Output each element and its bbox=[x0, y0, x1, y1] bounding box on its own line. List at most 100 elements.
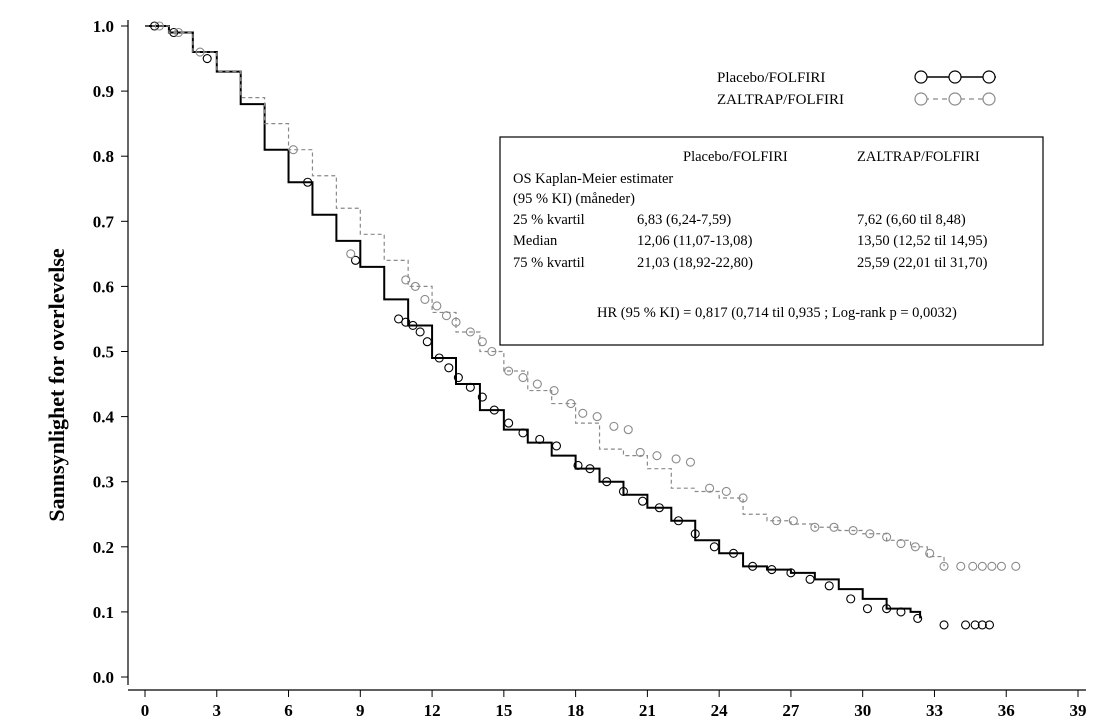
censor-marker bbox=[585, 464, 595, 474]
censor-marker bbox=[956, 561, 966, 571]
censor-marker bbox=[987, 561, 997, 571]
censor-marker bbox=[420, 294, 430, 304]
censor-marker bbox=[173, 27, 184, 38]
y-axis-ticks: 0.0 0.1 0.2 0.3 0.4 0.5 0.6 0.7 0.8 0.9 1.0 bbox=[93, 17, 128, 687]
censor-marker bbox=[896, 538, 906, 549]
censor-marker bbox=[422, 337, 432, 347]
censor-marker bbox=[738, 493, 748, 503]
x-tick-label: 36 bbox=[998, 701, 1015, 720]
censor-marker bbox=[824, 581, 834, 591]
censor-marker bbox=[882, 604, 892, 614]
censor-marker bbox=[1011, 561, 1021, 571]
x-tick-label: 33 bbox=[926, 701, 943, 720]
legend-label-placebo: Placebo/FOLFIRI bbox=[717, 70, 825, 86]
censor-marker bbox=[721, 486, 731, 497]
censor-marker bbox=[977, 620, 987, 630]
censor-marker bbox=[346, 249, 356, 259]
x-tick-label: 3 bbox=[213, 701, 222, 720]
box-row-label-q25: 25 % kvartil bbox=[513, 212, 585, 228]
censor-marker bbox=[566, 399, 576, 409]
censor-marker bbox=[882, 532, 892, 542]
censor-marker bbox=[638, 496, 648, 506]
box-col-header-placebo: Placebo/FOLFIRI bbox=[683, 149, 788, 165]
legend-marker bbox=[982, 70, 996, 84]
axes bbox=[127, 20, 1086, 691]
x-tick-label: 0 bbox=[141, 701, 150, 720]
censor-marker bbox=[415, 327, 425, 337]
censor-marker bbox=[410, 281, 420, 291]
censor-marker bbox=[865, 529, 875, 539]
censor-marker bbox=[805, 574, 815, 584]
censor-marker bbox=[913, 613, 923, 623]
box-hazard-ratio: HR (95 % KI) = 0,817 (0,714 til 0,935 ; … bbox=[597, 305, 957, 321]
censor-marker bbox=[786, 568, 796, 578]
censor-marker bbox=[925, 548, 935, 558]
x-tick-label: 9 bbox=[356, 701, 365, 720]
y-tick-label: 0.6 bbox=[93, 277, 114, 296]
censor-marker bbox=[970, 620, 980, 630]
censor-marker bbox=[195, 47, 205, 57]
box-title-line1: OS Kaplan-Meier estimater bbox=[513, 171, 673, 187]
x-tick-label: 12 bbox=[424, 701, 441, 720]
censor-marker bbox=[961, 620, 971, 630]
y-tick-label: 1.0 bbox=[93, 17, 114, 36]
censor-marker bbox=[984, 620, 995, 630]
legend-marker bbox=[982, 92, 996, 106]
x-axis-ticks: 0 3 6 9 12 15 18 21 24 27 30 33 36 39 bbox=[141, 690, 1087, 720]
censor-marker bbox=[623, 425, 633, 435]
censor-marker bbox=[848, 525, 858, 536]
censor-marker bbox=[487, 346, 497, 357]
box-col-header-zaltrap: ZALTRAP/FOLFIRI bbox=[857, 149, 980, 165]
y-tick-label: 0.7 bbox=[93, 212, 115, 231]
x-tick-label: 18 bbox=[567, 701, 584, 720]
legend-marker bbox=[914, 92, 928, 106]
annotation-box: Placebo/FOLFIRI ZALTRAP/FOLFIRI OS Kapla… bbox=[499, 136, 1044, 346]
censor-marker bbox=[862, 604, 873, 614]
censor-marker bbox=[504, 418, 514, 428]
x-tick-label: 27 bbox=[782, 701, 800, 720]
censor-marker bbox=[968, 561, 978, 571]
legend-label-zaltrap: ZALTRAP/FOLFIRI bbox=[717, 92, 844, 108]
x-tick-label: 6 bbox=[284, 701, 293, 720]
censor-marker bbox=[573, 460, 583, 470]
censor-marker bbox=[685, 457, 695, 467]
censor-marker bbox=[504, 366, 514, 376]
y-tick-label: 0.4 bbox=[93, 408, 115, 427]
censor-marker bbox=[810, 522, 820, 532]
y-tick-label: 0.9 bbox=[93, 82, 114, 101]
censor-marker bbox=[549, 386, 559, 396]
censor-marker bbox=[408, 320, 418, 331]
legend-symbol-zaltrap bbox=[914, 92, 996, 106]
censor-marker bbox=[202, 53, 212, 64]
censor-marker bbox=[150, 21, 160, 31]
series-zaltrap bbox=[145, 21, 1021, 571]
censor-marker bbox=[654, 503, 664, 513]
censor-marker bbox=[453, 372, 463, 383]
box-row-label-q75: 75 % kvartil bbox=[513, 255, 585, 271]
censor-marker bbox=[977, 561, 987, 571]
censor-marker bbox=[350, 255, 361, 265]
x-tick-label: 30 bbox=[854, 701, 871, 720]
x-tick-label: 24 bbox=[711, 701, 729, 720]
box-row-placebo-median: 12,06 (11,07-13,08) bbox=[637, 233, 753, 249]
legend-marker bbox=[948, 92, 962, 106]
censor-marker bbox=[432, 301, 442, 311]
box-row-placebo-q75: 21,03 (18,92-22,80) bbox=[637, 255, 753, 271]
censor-marker bbox=[939, 561, 949, 571]
legend-marker bbox=[948, 70, 962, 84]
censor-marker bbox=[673, 516, 684, 526]
censor-marker bbox=[709, 542, 719, 552]
box-title-line2: (95 % KI) (måneder) bbox=[513, 191, 635, 207]
box-row-zaltrap-q75: 25,59 (22,01 til 31,70) bbox=[857, 255, 988, 271]
censor-marker bbox=[303, 177, 313, 187]
legend-symbol-placebo bbox=[914, 70, 996, 84]
box-row-zaltrap-q25: 7,62 (6,60 til 8,48) bbox=[857, 212, 966, 228]
censor-marker bbox=[602, 477, 612, 487]
censor-marker bbox=[705, 483, 715, 493]
legend: Placebo/FOLFIRI ZALTRAP/FOLFIRI bbox=[717, 70, 996, 108]
censor-marker bbox=[477, 392, 487, 402]
censor-marker bbox=[788, 516, 798, 526]
censor-marker bbox=[465, 382, 475, 392]
censor-marker bbox=[896, 607, 906, 617]
